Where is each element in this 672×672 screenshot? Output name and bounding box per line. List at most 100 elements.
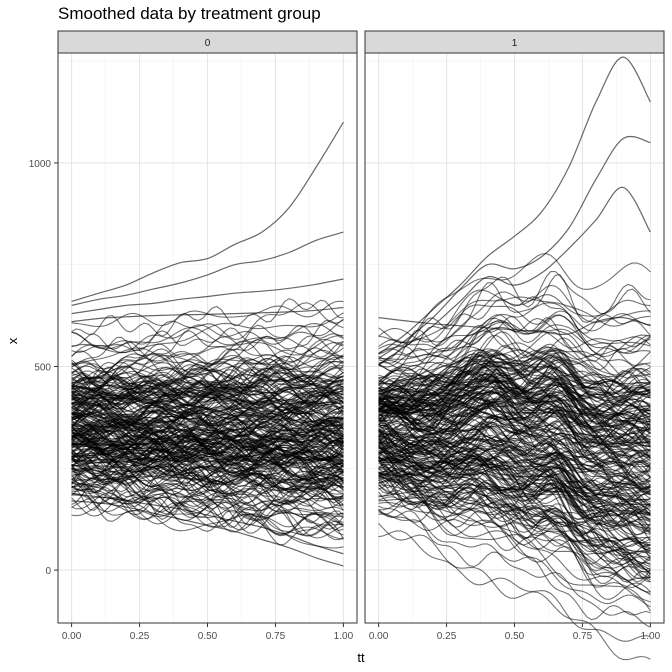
series-line [71, 381, 344, 405]
axes-layer: 0.00 0.25 0.50 0.75 1.00 0.00 0.25 0.50 0.75 1.00… [29, 159, 661, 642]
x-tick-label: 0.25 [437, 631, 457, 642]
series-line [71, 231, 344, 306]
series-line [378, 324, 651, 385]
x-axis-label: tt [357, 650, 365, 665]
series-line [71, 389, 344, 427]
x-tick-label: 0.50 [505, 631, 525, 642]
series-line [378, 373, 651, 427]
series-line [378, 371, 651, 416]
y-tick-label: 0 [45, 566, 51, 577]
series-line [378, 509, 651, 621]
series-line [71, 463, 344, 486]
series-line [378, 472, 651, 580]
series-line [378, 513, 651, 628]
series-line [71, 500, 344, 567]
series-line [71, 370, 344, 400]
series-line [378, 460, 651, 532]
series-line [71, 429, 344, 466]
series-line [378, 428, 651, 486]
series-line [71, 359, 344, 392]
series-line [71, 121, 344, 302]
series-line [71, 492, 344, 546]
series-line [378, 253, 651, 344]
x-tick-label: 0.50 [198, 631, 218, 642]
series-line [71, 367, 344, 405]
series-line [71, 298, 344, 337]
series-line [71, 312, 344, 354]
series-line [378, 284, 651, 343]
series-line [71, 323, 344, 350]
series-line [71, 324, 344, 350]
series-line [378, 448, 651, 512]
series-line [71, 396, 344, 424]
x-tick-label: 1.00 [641, 631, 661, 642]
series-line [71, 455, 344, 484]
series-line [378, 394, 651, 436]
series-line [71, 335, 344, 377]
series-line [378, 482, 651, 566]
y-axis-label: x [5, 337, 20, 344]
series-line [71, 397, 344, 438]
series-line [71, 447, 344, 469]
series-line [378, 460, 651, 555]
series-line [378, 349, 651, 396]
series-line [378, 471, 651, 554]
series-line [71, 452, 344, 490]
series-line [71, 387, 344, 414]
series-line [378, 382, 651, 428]
series-line [378, 398, 651, 448]
series-line [378, 428, 651, 487]
series-line [378, 483, 651, 575]
series-line [71, 278, 344, 315]
series-line [71, 380, 344, 415]
panel-0: 0 [57, 30, 358, 624]
series-line [71, 334, 344, 367]
series-line [378, 314, 651, 366]
series-line [378, 415, 651, 456]
series-line [71, 302, 344, 352]
series-line [378, 476, 651, 583]
series-line [378, 447, 651, 517]
series-line [71, 468, 344, 524]
y-tick-label: 1000 [29, 159, 52, 170]
series-line [378, 380, 651, 429]
series-line [71, 435, 344, 461]
series-line [71, 494, 344, 555]
series-line [71, 467, 344, 504]
series-lines [378, 56, 651, 661]
series-line [71, 441, 344, 489]
series-line [378, 434, 651, 496]
series-line [71, 318, 344, 354]
series-line [71, 445, 344, 483]
series-line [71, 391, 344, 415]
series-line [378, 331, 651, 395]
series-line [378, 372, 651, 410]
series-line [71, 349, 344, 385]
series-line [71, 347, 344, 385]
series-line [378, 135, 651, 359]
series-line [378, 317, 651, 368]
series-line [378, 430, 651, 507]
series-line [378, 314, 651, 372]
series-line [71, 465, 344, 514]
x-tick-label: 0.00 [369, 631, 389, 642]
series-line [378, 304, 651, 368]
series-line [71, 458, 344, 488]
series-line [71, 496, 344, 537]
series-lines [71, 121, 344, 567]
series-line [378, 357, 651, 406]
series-line [378, 494, 651, 600]
series-line [378, 56, 651, 355]
series-line [378, 425, 651, 494]
series-line [71, 367, 344, 397]
series-line [71, 421, 344, 458]
y-tick-label: 500 [34, 363, 51, 374]
series-line [71, 485, 344, 536]
series-line [378, 484, 651, 549]
series-line [71, 482, 344, 541]
series-line [378, 523, 651, 661]
panel-1: 1 [364, 30, 665, 661]
series-line [378, 186, 651, 365]
